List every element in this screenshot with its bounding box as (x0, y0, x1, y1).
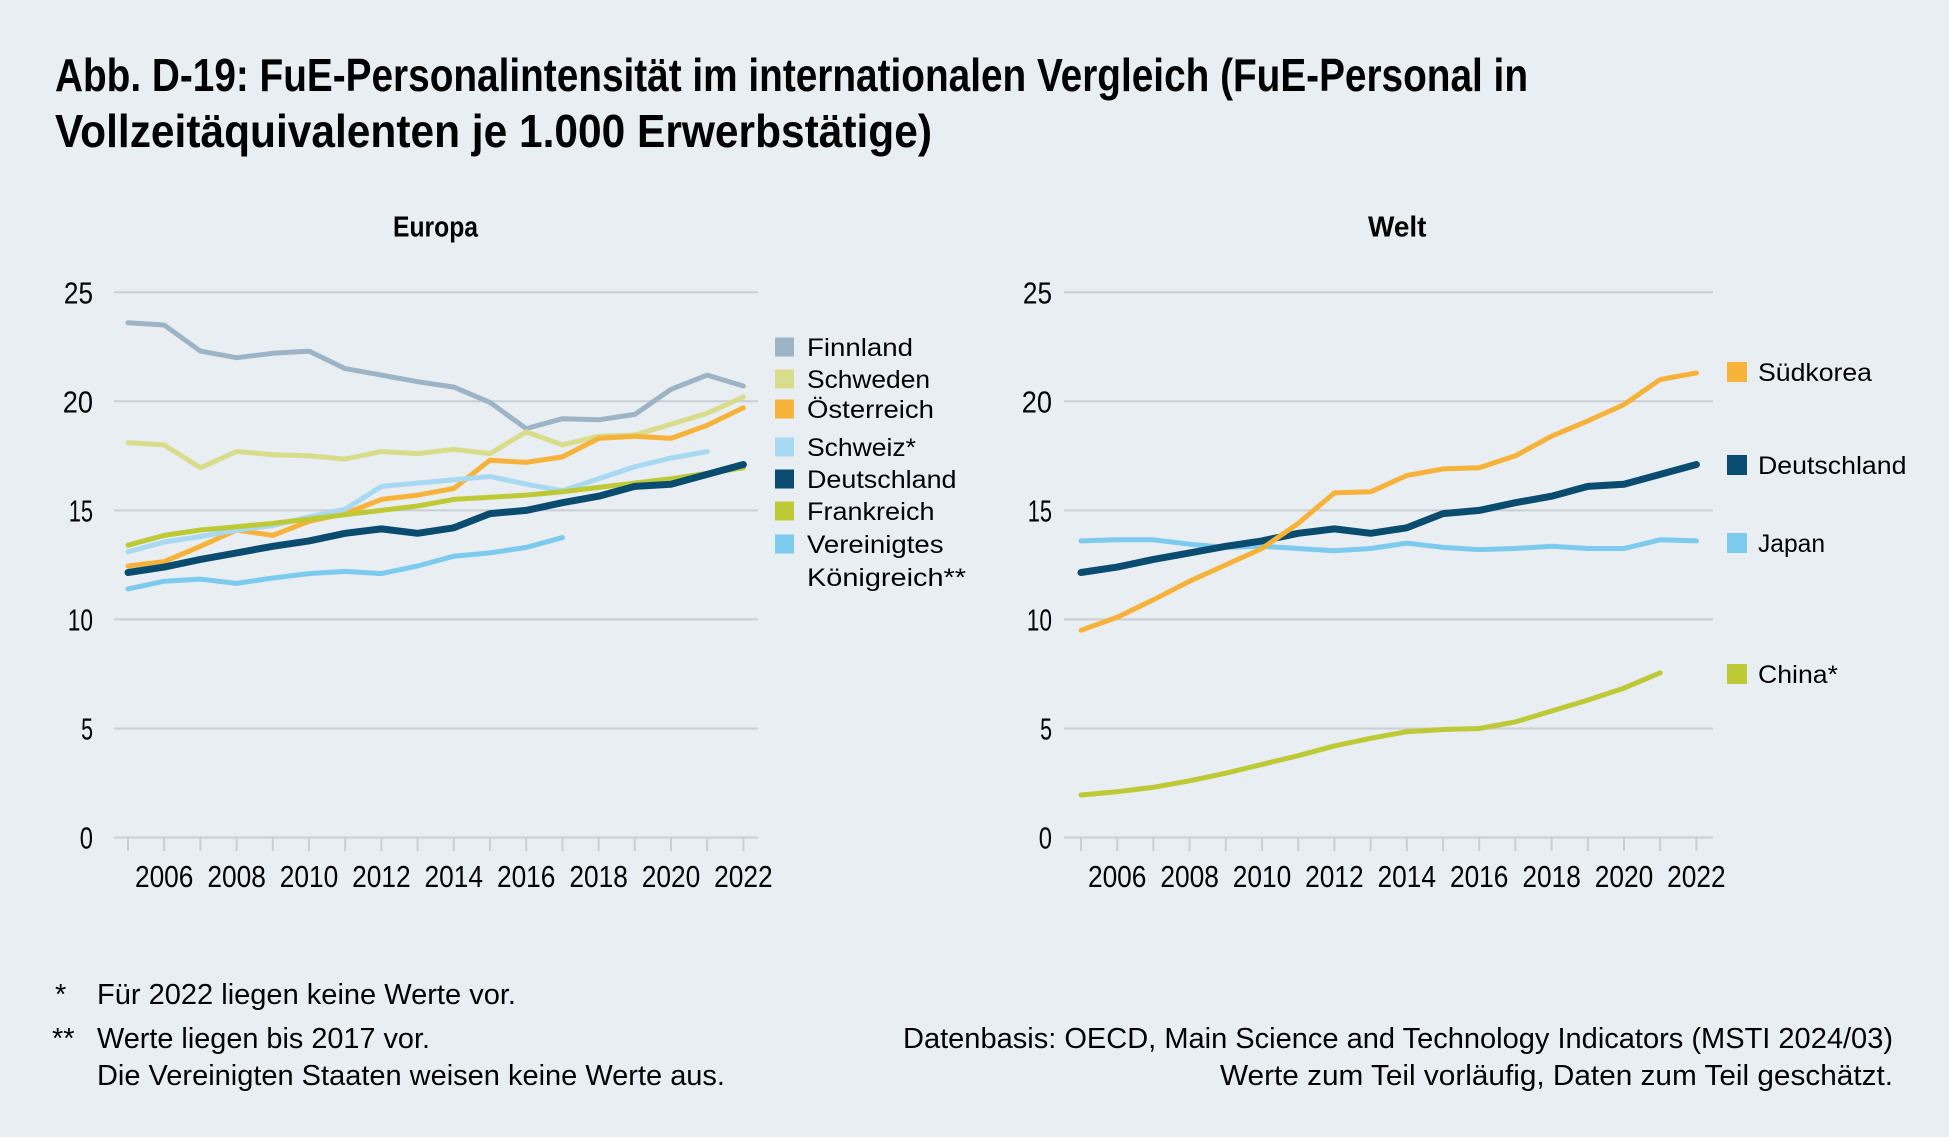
x-axis-label-2016: 2016 (497, 859, 556, 894)
x-axis-label-2018: 2018 (1522, 859, 1581, 894)
legend-swatch-finnland (775, 337, 794, 357)
legend-swatch-schweden (775, 369, 794, 389)
line-schweiz (125, 449, 710, 555)
y-axis-label-0: 0 (80, 821, 93, 856)
legend-swatch-vereinigtes-koenigreich (775, 534, 794, 554)
legend-label-vereinigtes-koenigreich-line2: Königreich** (807, 564, 966, 592)
x-axis-label-2006: 2006 (135, 859, 194, 894)
x-axis-label-2020: 2020 (642, 859, 701, 894)
source-line-1: Datenbasis: OECD, Main Science and Techn… (903, 1023, 1893, 1055)
footnote-2-marker: ** (52, 1023, 75, 1055)
y-axis-label-5: 5 (81, 712, 93, 747)
chart-europa-subtitle: Europa (393, 212, 479, 244)
legend-label-deutschland: Deutschland (807, 466, 957, 494)
legend-label-frankreich: Frankreich (807, 498, 935, 526)
y-axis-label-15: 15 (1028, 494, 1052, 529)
legend-label-finnland: Finnland (807, 334, 913, 362)
footnote-3-text: Die Vereinigten Staaten weisen keine Wer… (97, 1060, 725, 1092)
line-china (1078, 670, 1663, 798)
y-axis-label-0: 0 (1039, 821, 1052, 856)
legend-swatch-suedkorea (1727, 362, 1747, 382)
legend-swatch-schweiz (775, 437, 794, 457)
legend-label-schweden: Schweden (807, 366, 930, 394)
line-deutschland (124, 461, 747, 576)
x-axis-label-2016: 2016 (1450, 859, 1509, 894)
legend-swatch-japan (1727, 533, 1747, 553)
x-axis-label-2014: 2014 (1378, 859, 1437, 894)
x-axis-label-2012: 2012 (352, 859, 411, 894)
line-vereinigtes-koenigreich (125, 535, 565, 592)
legend-swatch-deutschland (775, 469, 794, 489)
x-axis-label-2010: 2010 (1233, 859, 1292, 894)
x-axis-label-2012: 2012 (1305, 859, 1364, 894)
x-axis-label-2022: 2022 (1667, 859, 1726, 894)
y-axis-label-5: 5 (1040, 712, 1052, 747)
legend-swatch-frankreich (775, 501, 794, 521)
x-axis-label-2008: 2008 (1160, 859, 1219, 894)
y-axis-label-20: 20 (1022, 385, 1052, 420)
y-axis-label-25: 25 (1023, 275, 1052, 310)
legend-swatch-deutschland (1727, 455, 1747, 475)
chart-europa: 0 5 10 15 20 25 2006 2008 2010 2012 2014 2016 2018 20… (63, 275, 967, 894)
line-finnland (125, 320, 746, 432)
figure-title-line1: Abb. D-19: FuE-Personalintensität im int… (55, 49, 1528, 101)
legend-label-schweiz: Schweiz* (807, 434, 916, 462)
y-axis-label-20: 20 (63, 385, 93, 420)
legend-swatch-china (1727, 664, 1747, 684)
chart-welt: 0 5 10 15 20 25 2006 2008 2010 2012 2014 2016 2018 20… (1022, 275, 1907, 894)
legend-label-deutschland: Deutschland (1758, 452, 1907, 480)
legend-label-suedkorea: Südkorea (1758, 359, 1872, 387)
figure-title-line2: Vollzeitäquivalenten je 1.000 Erwerbstät… (55, 105, 932, 157)
x-axis-label-2006: 2006 (1088, 859, 1147, 894)
x-axis-label-2014: 2014 (425, 859, 484, 894)
x-axis-label-2010: 2010 (280, 859, 339, 894)
legend-label-oesterreich: Österreich (807, 396, 934, 424)
chart-welt-subtitle: Welt (1368, 212, 1427, 244)
legend-label-vereinigtes-koenigreich: Vereinigtes (807, 531, 944, 559)
footnote-2-text: Werte liegen bis 2017 vor. (97, 1023, 430, 1055)
x-axis-label-2022: 2022 (714, 859, 773, 894)
source-line-2: Werte zum Teil vorläufig, Daten zum Teil… (1220, 1060, 1893, 1092)
line-deutschland (1077, 461, 1700, 576)
y-axis-label-10: 10 (68, 603, 93, 638)
line-schweden (125, 394, 746, 471)
line-japan (1078, 537, 1699, 554)
legend-swatch-oesterreich (775, 399, 794, 419)
footnote-1-text: Für 2022 liegen keine Werte vor. (97, 979, 516, 1011)
x-axis-label-2020: 2020 (1595, 859, 1654, 894)
y-axis-label-25: 25 (64, 275, 93, 310)
line-frankreich (125, 465, 746, 548)
footnotes: * Für 2022 liegen keine Werte vor. ** We… (52, 979, 1893, 1092)
y-axis-label-15: 15 (69, 494, 93, 529)
footnote-1-marker: * (55, 979, 66, 1011)
x-axis-label-2008: 2008 (207, 859, 266, 894)
legend-label-china: China* (1758, 661, 1838, 689)
x-axis-label-2018: 2018 (569, 859, 628, 894)
line-suedkorea (1078, 370, 1699, 633)
y-axis-label-10: 10 (1027, 603, 1052, 638)
legend-label-japan: Japan (1758, 530, 1825, 558)
